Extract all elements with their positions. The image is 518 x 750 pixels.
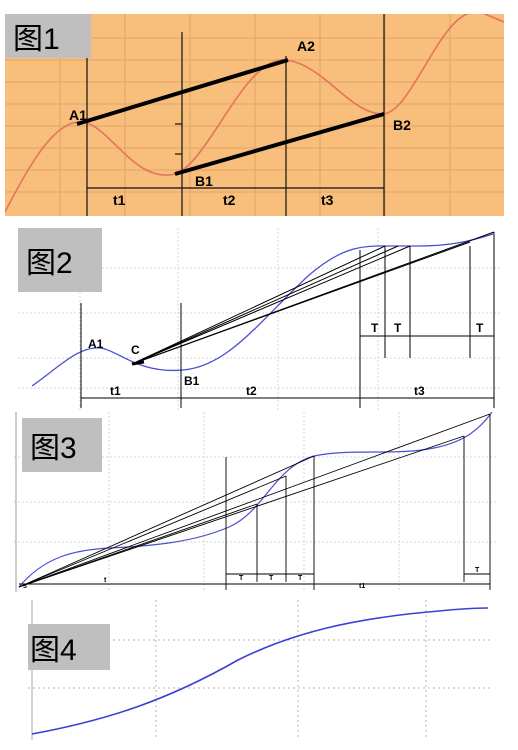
figure-2-panel: A1 C B1 t1 t2 t3 T T T 图2 xyxy=(18,228,500,410)
figure-2-t-mark-3: T xyxy=(476,321,484,335)
figure-3-t-mark-2: T xyxy=(269,575,274,582)
figure-2-point-c: C xyxy=(131,343,140,357)
figure-1-point-b1: B1 xyxy=(195,173,213,189)
figure-1-point-a1: A1 xyxy=(69,107,87,123)
figure-4-response-curve xyxy=(31,607,489,735)
figure-3-t-mark-3: T xyxy=(298,575,303,582)
figure-3-interval-t1: t1 xyxy=(359,583,365,590)
figure-1-line-a1-a2 xyxy=(76,58,289,126)
figure-4-grid xyxy=(28,600,492,740)
figure-1-point-b2: B2 xyxy=(393,117,411,133)
figure-3-label: 图3 xyxy=(22,418,102,472)
figure-4-graph xyxy=(28,600,492,740)
figure-1-vertical-markers xyxy=(86,14,385,216)
figure-3-corner-mark: S xyxy=(23,584,27,590)
figure-3-vertical-markers xyxy=(19,414,491,590)
figure-4-label: 图4 xyxy=(28,624,110,670)
figure-2-tangent-lines xyxy=(131,231,495,365)
figure-2-interval-t2: t2 xyxy=(246,384,257,398)
figure-3-panel: S t t1 T T T T 图3 xyxy=(14,412,498,592)
figure-1-graph: A1 A2 B1 B2 t1 t2 t3 xyxy=(5,14,504,216)
figure-1-label: 图1 xyxy=(5,14,91,58)
figure-2-signal-curve xyxy=(31,233,494,387)
figure-3-tangent-lines xyxy=(18,413,491,588)
figure-2-t-mark-1: T xyxy=(371,321,379,335)
figure-2-interval-t3: t3 xyxy=(414,384,425,398)
figure-2-label: 图2 xyxy=(18,228,102,292)
figure-1-line-b1-b2 xyxy=(174,112,385,176)
figure-2-vertical-markers xyxy=(80,232,495,408)
figure-2-point-a1: A1 xyxy=(88,337,104,351)
figure-2-t-mark-2: T xyxy=(394,321,402,335)
figure-1-interval-t3: t3 xyxy=(321,192,334,208)
figure-3-t-mark-1: T xyxy=(239,575,244,582)
figure-1-panel: A1 A2 B1 B2 t1 t2 t3 图1 xyxy=(5,14,504,216)
figure-3-interval-t: t xyxy=(104,577,107,584)
figure-1-point-a2: A2 xyxy=(297,38,315,54)
figure-2-point-b1: B1 xyxy=(184,374,200,388)
figure-3-t-mark-4: T xyxy=(475,567,480,574)
figure-1-interval-t2: t2 xyxy=(223,192,236,208)
figure-2-graph: A1 C B1 t1 t2 t3 T T T xyxy=(18,228,500,410)
figure-1-interval-t1: t1 xyxy=(113,192,126,208)
figure-4-panel: 图4 xyxy=(28,600,492,740)
figure-2-interval-t1: t1 xyxy=(110,384,121,398)
